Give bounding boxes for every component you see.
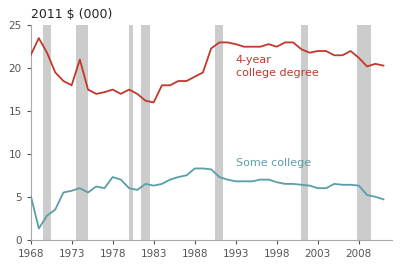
Bar <box>43 25 51 240</box>
Text: 2011 $ (000): 2011 $ (000) <box>31 8 112 21</box>
Bar <box>76 25 88 240</box>
Bar <box>357 25 371 240</box>
Text: Some college: Some college <box>236 158 311 168</box>
Bar <box>302 25 308 240</box>
Bar <box>129 25 133 240</box>
Bar <box>215 25 224 240</box>
Text: 4-year
college degree: 4-year college degree <box>236 55 318 78</box>
Bar <box>141 25 150 240</box>
